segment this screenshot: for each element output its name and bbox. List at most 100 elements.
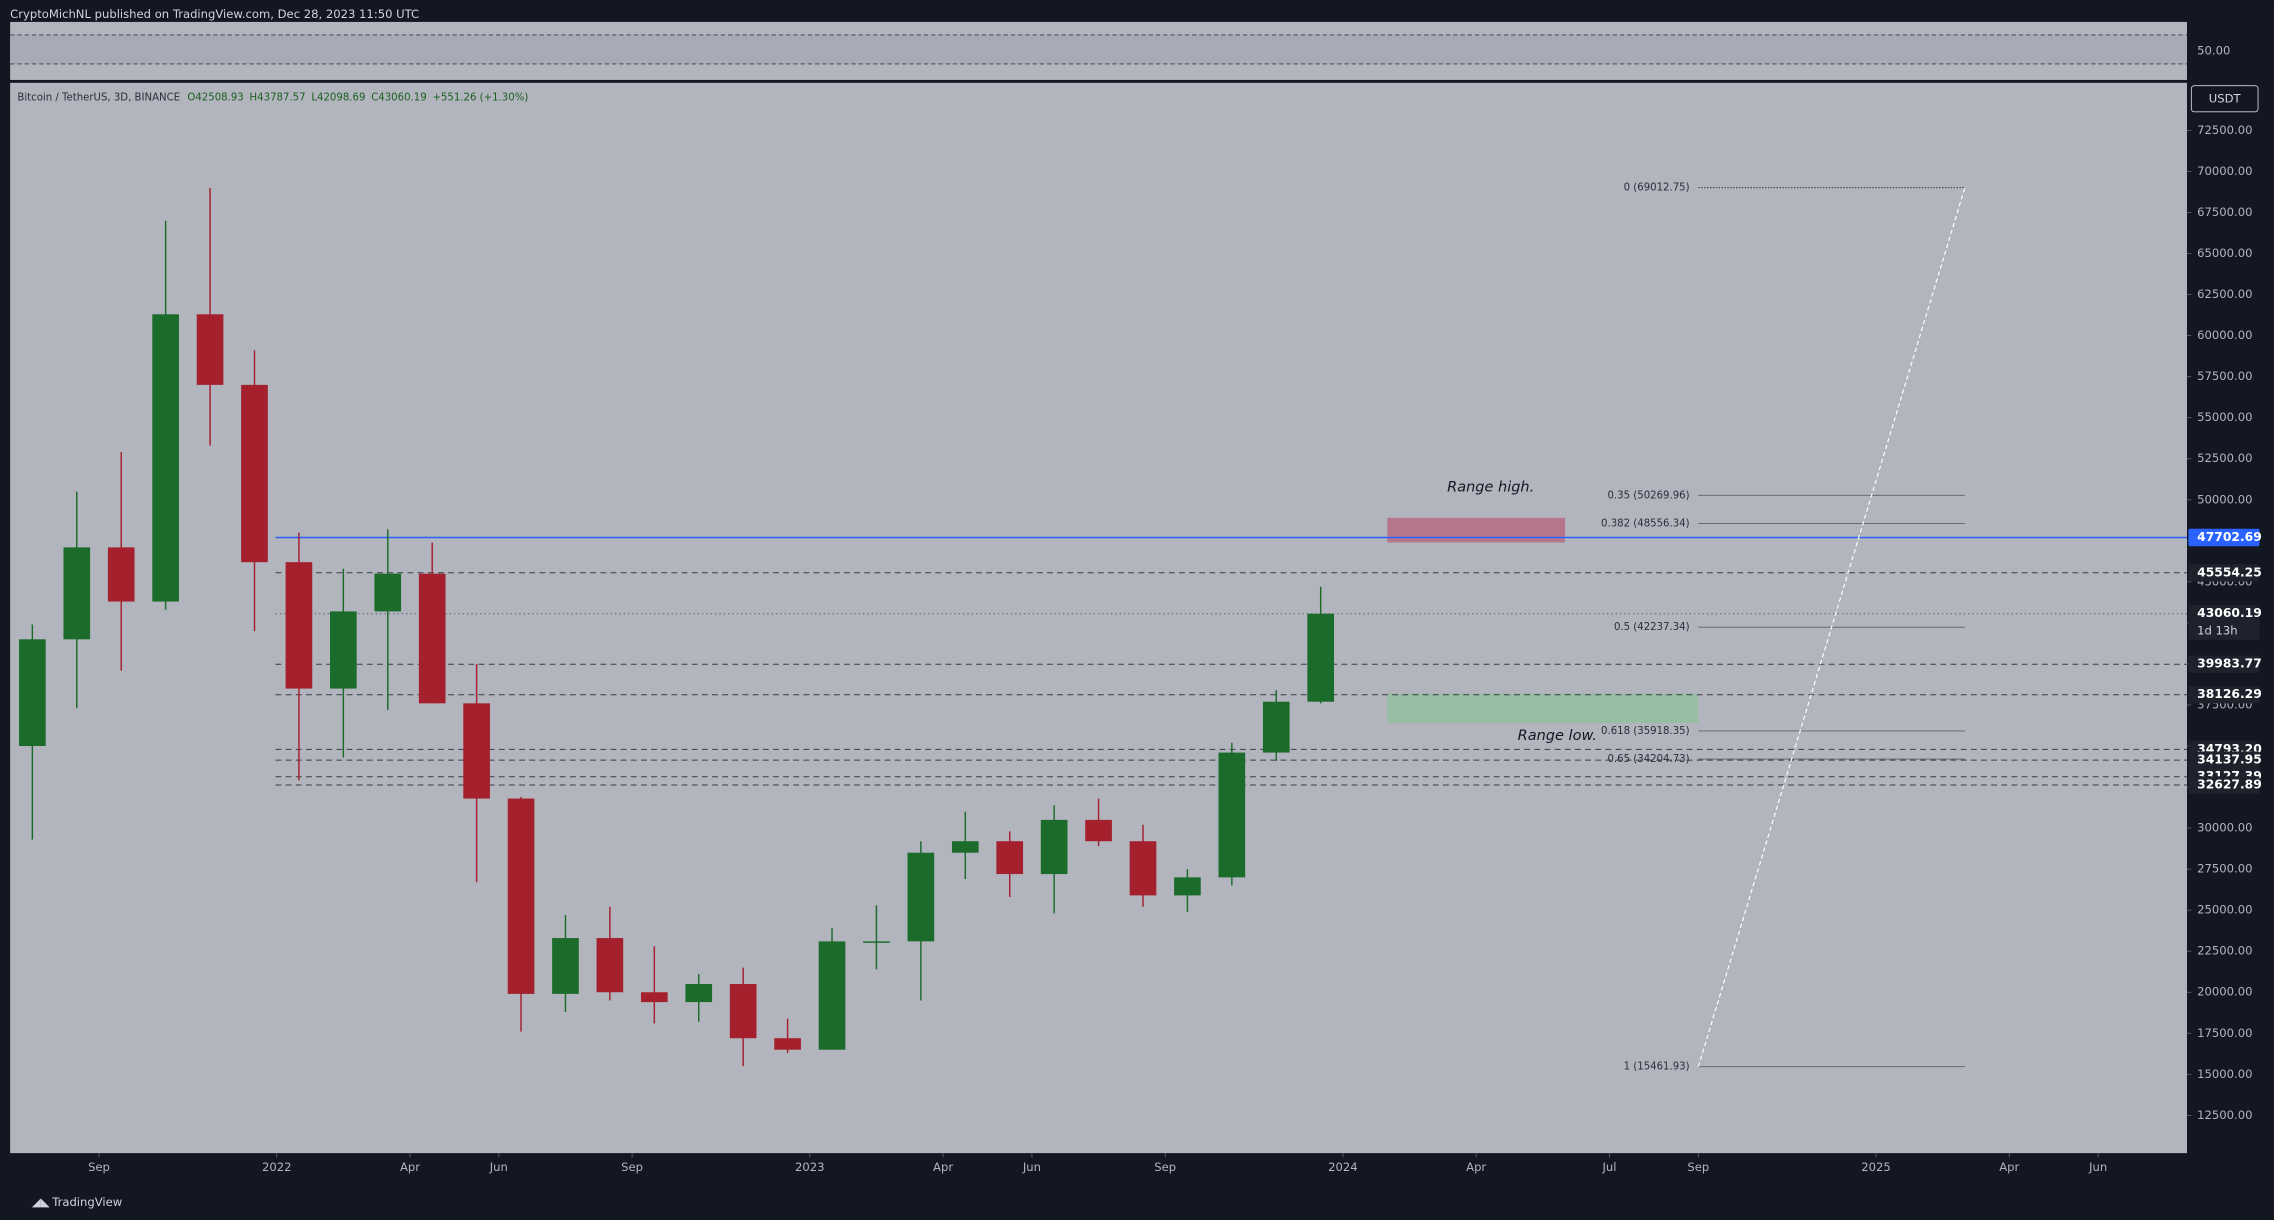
y-tick-label: 15000.00 xyxy=(2197,1067,2252,1081)
y-tick-label: 65000.00 xyxy=(2197,246,2252,260)
candle-body xyxy=(996,841,1024,875)
price-label: 32627.89 xyxy=(2197,777,2262,791)
y-tick-label: 25000.00 xyxy=(2197,903,2252,917)
fib-label: 0 (69012.75) xyxy=(1624,183,1690,194)
price-countdown: 1d 13h xyxy=(2197,624,2238,638)
x-tick-label: 2022 xyxy=(262,1160,292,1174)
fib-label: 0.35 (50269.96) xyxy=(1607,490,1689,501)
candle-body xyxy=(1085,819,1112,842)
y-tick-label: 50000.00 xyxy=(2197,492,2252,506)
x-tick-label: Jun xyxy=(2088,1160,2107,1174)
legend-value: +551.26 (+1.30%) xyxy=(432,92,528,103)
zone-label: Range low. xyxy=(1518,728,1597,744)
candle-body xyxy=(1174,877,1201,896)
price-label: 38126.29 xyxy=(2197,687,2262,701)
x-tick-label: Sep xyxy=(88,1160,110,1174)
price-label-box xyxy=(2188,751,2260,769)
x-tick-label: Apr xyxy=(1466,1160,1486,1174)
x-tick-label: Jul xyxy=(1601,1160,1616,1174)
x-tick-label: 2023 xyxy=(795,1160,825,1174)
currency[interactable]: USDT xyxy=(2209,91,2242,105)
price-label-box xyxy=(2188,776,2260,794)
x-tick-label: Jun xyxy=(1022,1160,1041,1174)
price-label-box xyxy=(2188,605,2260,640)
candle-body xyxy=(107,547,135,602)
candle-body xyxy=(1262,701,1290,753)
candle-body xyxy=(1218,752,1246,878)
rsi-label: 50.00 xyxy=(2197,43,2230,57)
candle-body xyxy=(241,384,268,563)
candle-body xyxy=(418,573,446,704)
fib-label: 1 (15461.93) xyxy=(1624,1062,1690,1073)
y-tick-label: 12500.00 xyxy=(2197,1108,2252,1122)
x-tick-label: 2024 xyxy=(1328,1160,1358,1174)
price-label: 39983.77 xyxy=(2197,657,2262,671)
x-tick-label: Sep xyxy=(621,1160,643,1174)
price-label-box xyxy=(2188,564,2260,582)
candle-body xyxy=(774,1038,801,1050)
header: CryptoMichNL published on TradingView.co… xyxy=(10,7,419,21)
currency-box[interactable] xyxy=(2190,85,2259,113)
x-tick-label: Jun xyxy=(489,1160,508,1174)
y-tick-label: 57500.00 xyxy=(2197,369,2252,383)
y-tick-label: 60000.00 xyxy=(2197,328,2252,342)
x-tick-label: Apr xyxy=(933,1160,953,1174)
price-label: 34137.95 xyxy=(2197,753,2262,767)
candle-body xyxy=(552,938,579,994)
price-label-box xyxy=(2188,685,2260,704)
candle-body xyxy=(63,547,91,640)
candle-body xyxy=(596,938,624,993)
zone xyxy=(1387,517,1566,543)
candle-body xyxy=(818,941,846,1050)
candle-body xyxy=(907,852,935,942)
fib-label: 0.618 (35918.35) xyxy=(1601,726,1690,737)
fib-label: 0.65 (34204.73) xyxy=(1607,754,1689,765)
zone xyxy=(1387,693,1699,724)
legend-value: H43787.57 xyxy=(250,92,306,103)
legend-title: Bitcoin / TetherUS, 3D, BINANCE xyxy=(17,92,180,103)
legend-value: C43060.19 xyxy=(371,92,426,103)
price-label: 43060.19 xyxy=(2197,606,2262,620)
candle-body xyxy=(463,703,490,799)
zone-label: Range high. xyxy=(1447,479,1534,495)
y-tick-label: 52500.00 xyxy=(2197,451,2252,465)
fib-trend xyxy=(1697,187,1966,1067)
x-tick-label: 2025 xyxy=(1861,1160,1891,1174)
candle-body xyxy=(1040,819,1068,875)
candle-body xyxy=(19,639,46,747)
price-label: 47702.69 xyxy=(2197,530,2262,544)
y-tick-label: 55000.00 xyxy=(2197,410,2252,424)
x-tick-label: Apr xyxy=(400,1160,420,1174)
price-label-box xyxy=(2188,528,2260,547)
y-tick-label: 27500.00 xyxy=(2197,862,2252,876)
candle-body xyxy=(285,562,313,689)
candle-body xyxy=(1307,613,1335,702)
candle-body xyxy=(196,314,224,385)
candle-body xyxy=(507,798,535,994)
candle-body xyxy=(640,992,668,1003)
x-tick-label: Apr xyxy=(1999,1160,2019,1174)
legend: Bitcoin / TetherUS, 3D, BINANCE O42508.93… xyxy=(17,92,528,103)
y-tick-label: 70000.00 xyxy=(2197,164,2252,178)
y-tick-label: 62500.00 xyxy=(2197,287,2252,301)
candle-body xyxy=(330,611,357,689)
price-label-box xyxy=(2188,655,2260,673)
rsi-band xyxy=(10,34,2187,64)
y-tick-label: 67500.00 xyxy=(2197,205,2252,219)
legend-value: O42508.93 xyxy=(187,92,243,103)
candle-body xyxy=(1129,841,1157,896)
candle-body xyxy=(685,984,713,1003)
candle-body xyxy=(951,841,979,853)
y-tick-label: 17500.00 xyxy=(2197,1026,2252,1040)
x-tick-label: Sep xyxy=(1687,1160,1709,1174)
y-tick-label: 22500.00 xyxy=(2197,944,2252,958)
candle-body xyxy=(863,941,890,943)
price-label: 45554.25 xyxy=(2197,565,2262,579)
footer: TradingView xyxy=(51,1195,122,1209)
candle-body xyxy=(729,984,757,1039)
main-pane xyxy=(10,82,2187,1154)
candle-body xyxy=(152,314,179,602)
fib-label: 0.382 (48556.34) xyxy=(1601,518,1690,529)
